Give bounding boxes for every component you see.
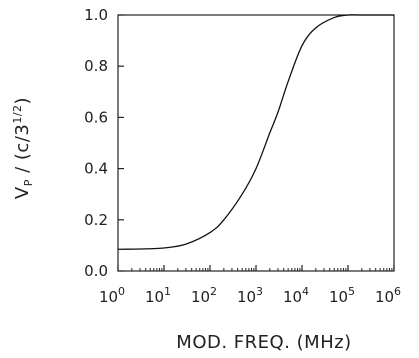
x-tick-label: 102 <box>191 285 217 306</box>
x-minor-ticks <box>131 268 393 271</box>
x-axis-title: MOD. FREQ. (MHz) <box>176 332 351 353</box>
x-tick-label-base: 10 <box>375 288 394 306</box>
x-tick-label: 103 <box>237 285 263 306</box>
x-tick-label-base: 10 <box>237 288 256 306</box>
x-tick-label: 105 <box>329 285 355 306</box>
y-tick-label: 1.0 <box>84 6 108 24</box>
y-ticks: 0.0 0.2 0.4 0.6 0.8 1.0 <box>84 6 124 280</box>
y-axis-title: VP / (c/31/2) <box>11 97 35 199</box>
y-tick-label: 0.0 <box>84 262 108 280</box>
plot-frame <box>117 14 395 272</box>
x-tick-label-base: 10 <box>145 288 164 306</box>
y-axis-title-sub: P <box>22 179 35 186</box>
x-tick-label-base: 10 <box>99 288 118 306</box>
y-tick-label: 0.2 <box>84 211 108 229</box>
y-tick-label: 0.8 <box>84 57 108 75</box>
series-line <box>117 14 394 250</box>
x-tick-label: 100 <box>99 285 125 306</box>
y-axis-title-end: ) <box>12 97 33 105</box>
y-axis-title-sup: 1/2 <box>11 104 24 123</box>
y-tick-label: 0.6 <box>84 108 108 126</box>
x-tick-label-base: 10 <box>283 288 302 306</box>
y-axis-title-mid: / (c/3 <box>12 124 33 179</box>
x-tick-label-exp: 2 <box>210 285 217 298</box>
x-tick-label-base: 10 <box>329 288 348 306</box>
y-axis-title-v: V <box>12 186 33 199</box>
x-tick-label: 101 <box>145 285 171 306</box>
x-tick-label-exp: 3 <box>256 285 263 298</box>
series-layer <box>117 14 394 250</box>
y-tick-label: 0.4 <box>84 160 108 178</box>
x-tick-label-exp: 4 <box>302 285 309 298</box>
x-ticks: 100 101 102 103 104 105 106 <box>99 265 401 306</box>
x-tick-label: 106 <box>375 285 401 306</box>
x-tick-label-base: 10 <box>191 288 210 306</box>
x-tick-label-exp: 1 <box>164 285 171 298</box>
x-tick-label: 104 <box>283 285 309 306</box>
x-tick-label-exp: 5 <box>348 285 355 298</box>
x-tick-label-exp: 6 <box>394 285 401 298</box>
x-tick-label-exp: 0 <box>118 285 125 298</box>
